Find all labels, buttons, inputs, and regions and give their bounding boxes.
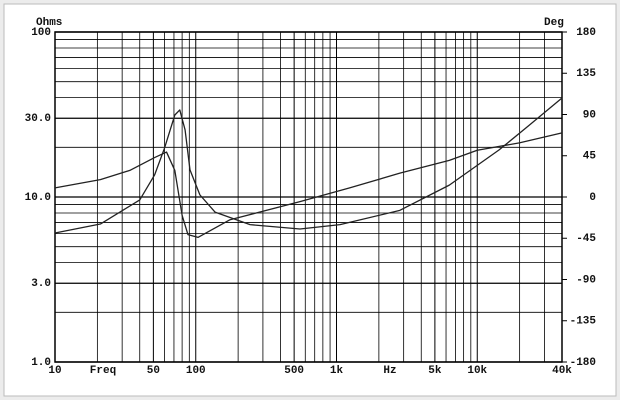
y2-tick-label: -90 [576, 274, 596, 286]
y2-axis-label: Deg [544, 17, 564, 29]
y-tick-label: 3.0 [31, 278, 51, 290]
x-tick-label: 1k [330, 365, 344, 377]
x-tick-label: 5k [428, 365, 442, 377]
y-tick-label: 30.0 [25, 113, 51, 125]
y2-tick-label: 180 [576, 27, 596, 39]
x-tick-label: 10k [467, 365, 487, 377]
y2-tick-label: 0 [589, 192, 596, 204]
x-tick-label: 10 [48, 365, 61, 377]
y2-tick-label: 90 [583, 109, 596, 121]
series-line [54, 97, 563, 234]
y-tick-label: 10.0 [25, 192, 51, 204]
y-tick-label: 100 [31, 27, 51, 39]
x-tick-label: 50 [147, 365, 160, 377]
x-axis-label: Freq [90, 365, 116, 377]
x-tick-label: 40k [552, 365, 572, 377]
y2-tick-label: -45 [576, 233, 596, 245]
y-axis-label: Ohms [36, 17, 62, 29]
y-tick-label: 1.0 [31, 357, 51, 369]
y2-tick-label: -180 [570, 357, 596, 369]
y2-tick-label: 45 [583, 151, 597, 163]
y2-tick-label: 135 [576, 68, 596, 80]
x-axis-label: Hz [383, 365, 396, 377]
panel [3, 3, 617, 397]
x-tick-label: 100 [186, 365, 206, 377]
y2-tick-label: -135 [570, 316, 597, 328]
x-tick-label: 500 [284, 365, 304, 377]
series-line [54, 132, 563, 238]
